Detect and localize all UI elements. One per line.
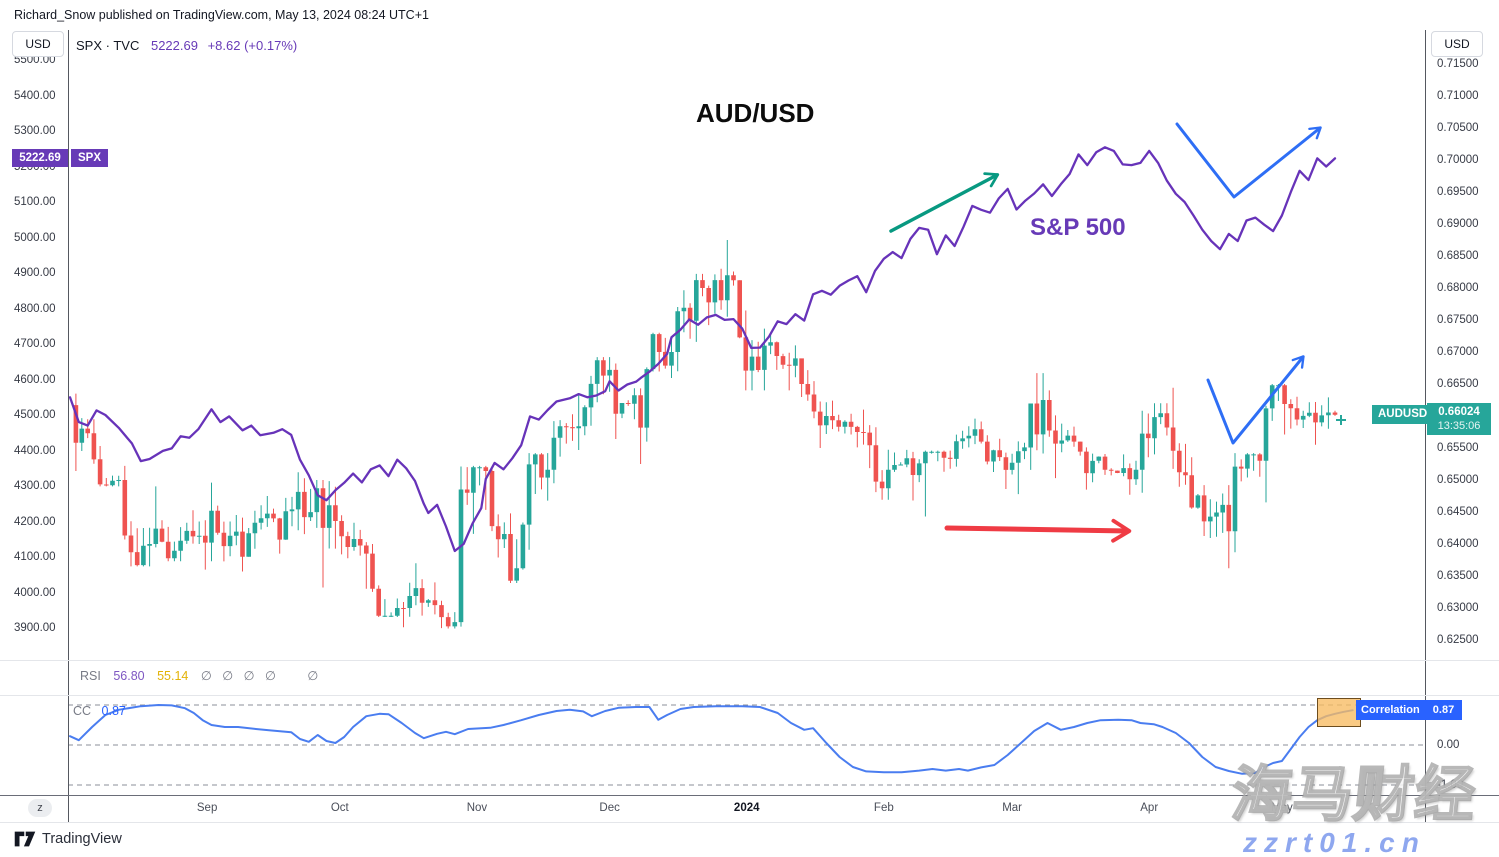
tradingview-logo-icon: [14, 831, 36, 847]
left-axis-tick: 4400.00: [14, 444, 56, 457]
left-axis-tick: 5100.00: [14, 196, 56, 208]
right-axis-border: [1425, 30, 1426, 822]
spx-overlay-line: [68, 146, 1337, 553]
symbol-last-price: 5222.69: [150, 38, 198, 53]
down-candle-wicks: [75, 268, 1336, 629]
left-axis-tick: 5000.00: [14, 231, 56, 244]
right-axis-tick: 0.64500: [1437, 506, 1479, 518]
right-axis-tick: 0.62500: [1437, 634, 1479, 646]
down-candle-bodies: [73, 275, 1338, 627]
left-axis-currency-button[interactable]: USD: [12, 31, 64, 57]
audusd-price-tag: 0.66024 13:35:06: [1427, 403, 1491, 436]
rsi-empty-values: ∅ ∅ ∅ ∅: [200, 669, 276, 683]
timezone-button[interactable]: z: [28, 799, 52, 817]
pair-title-annotation: AUD/USD: [696, 98, 815, 128]
left-axis-border: [68, 30, 69, 822]
right-axis-tick: 0.66500: [1437, 378, 1479, 390]
right-axis-tick: 0.65000: [1437, 474, 1479, 486]
left-axis-tick: 3900.00: [14, 622, 56, 634]
left-axis-tick: 4300.00: [14, 480, 56, 492]
correlation-axis-tick: 0.00: [1437, 739, 1460, 751]
rsi-empty-value-far: ∅: [307, 669, 319, 683]
time-axis-label: Sep: [196, 802, 218, 814]
teal-up-arrow[interactable]: [889, 172, 1000, 233]
right-axis-tick: 0.68500: [1437, 250, 1479, 262]
audusd-last-price: 0.66024: [1438, 406, 1480, 419]
main-rsi-separator[interactable]: [0, 660, 1499, 661]
correlation-name-tag: Correlation: [1356, 700, 1425, 720]
left-axis-tick: 4500.00: [14, 409, 56, 421]
right-axis-tick: 0.68000: [1437, 282, 1479, 294]
right-axis-tick: 0.71500: [1437, 58, 1479, 70]
right-axis-tick: 0.67000: [1437, 346, 1479, 358]
audusd-countdown-timer: 13:35:06: [1437, 420, 1481, 433]
left-axis-tick: 4600.00: [14, 373, 56, 386]
right-axis-tick: 0.71000: [1437, 90, 1479, 102]
time-axis-label: Feb: [873, 802, 894, 814]
time-axis-label: Nov: [466, 802, 488, 814]
cc-value: 0.87: [101, 704, 126, 718]
correlation-axis-tick: -1.00: [1437, 779, 1464, 791]
right-axis-currency-button[interactable]: USD: [1431, 31, 1483, 57]
left-axis-tick: 5300.00: [14, 125, 56, 137]
left-axis-tick: 4800.00: [14, 302, 56, 315]
watermark-url-text: zzrt01.cn: [1243, 827, 1426, 857]
right-axis-tick: 0.63000: [1437, 602, 1479, 614]
left-axis-tick: 4700.00: [14, 338, 56, 350]
symbol-header[interactable]: SPX · TVC 5222.69 +8.62 (+0.17%): [76, 38, 297, 53]
correlation-indicator-legend[interactable]: CC 0.87: [73, 704, 126, 718]
cc-label: CC: [73, 704, 92, 718]
time-axis-label: May: [1271, 802, 1293, 814]
blue-v-arrow-lower[interactable]: [1206, 355, 1305, 445]
right-axis-tick: 0.70000: [1437, 154, 1479, 166]
left-axis-tick: 4000.00: [14, 586, 56, 599]
left-axis-tick: 4100.00: [14, 551, 56, 563]
time-axis-label: Mar: [1002, 802, 1023, 814]
current-bar-plus-marker: [1336, 415, 1346, 425]
timeaxis-bottom-border: [0, 822, 1499, 823]
left-axis-tick: 5400.00: [14, 89, 56, 102]
right-axis-tick: 0.69000: [1437, 218, 1479, 230]
selection-highlight-box[interactable]: [1317, 698, 1361, 727]
time-axis-label: 2024: [733, 802, 760, 814]
left-axis-tick: 5500.00: [14, 54, 56, 66]
left-axis-tick: 4200.00: [14, 515, 56, 528]
right-axis-tick: 0.65500: [1437, 442, 1479, 454]
left-axis-tick: 4900.00: [14, 267, 56, 279]
rsi-label: RSI: [80, 669, 101, 683]
time-axis-label: Apr: [1140, 802, 1159, 814]
right-axis-tick: 0.63500: [1437, 570, 1479, 582]
time-axis-label: Dec: [599, 802, 620, 814]
watermark-cjk-text: 海马财经: [1228, 760, 1481, 829]
correlation-line: [69, 704, 1354, 775]
rsi-cc-separator[interactable]: [0, 695, 1499, 696]
tradingview-footer[interactable]: TradingView: [14, 830, 122, 848]
rsi-value-1: 56.80: [113, 669, 145, 683]
symbol-name[interactable]: SPX · TVC: [76, 38, 140, 53]
correlation-value-tag: 0.87: [1425, 700, 1462, 720]
rsi-indicator-legend[interactable]: RSI 56.80 55.14 ∅ ∅ ∅ ∅ ∅: [80, 668, 318, 683]
spx-symbol-chip: SPX: [71, 149, 109, 168]
attribution-text: Richard_Snow published on TradingView.co…: [14, 8, 429, 22]
up-candle-bodies: [79, 275, 1331, 627]
right-axis-tick: 0.64000: [1437, 538, 1479, 550]
right-axis-tick: 0.69500: [1437, 186, 1479, 198]
red-horizontal-arrow[interactable]: [944, 518, 1132, 543]
symbol-change: +8.62 (+0.17%): [207, 38, 298, 53]
audusd-symbol-chip: AUDUSD: [1372, 405, 1434, 425]
sp500-line-annotation: S&P 500: [1030, 214, 1126, 241]
right-axis-tick: 0.70500: [1437, 122, 1479, 134]
rsi-value-2: 55.14: [157, 669, 189, 683]
right-axis-tick: 0.67500: [1437, 314, 1479, 326]
blue-v-arrow-upper[interactable]: [1175, 122, 1322, 199]
time-axis-label: Oct: [330, 802, 349, 814]
tradingview-brand-text[interactable]: TradingView: [42, 831, 122, 847]
cc-timeaxis-separator: [0, 795, 1499, 796]
spx-price-tag: 5222.69: [12, 149, 68, 168]
